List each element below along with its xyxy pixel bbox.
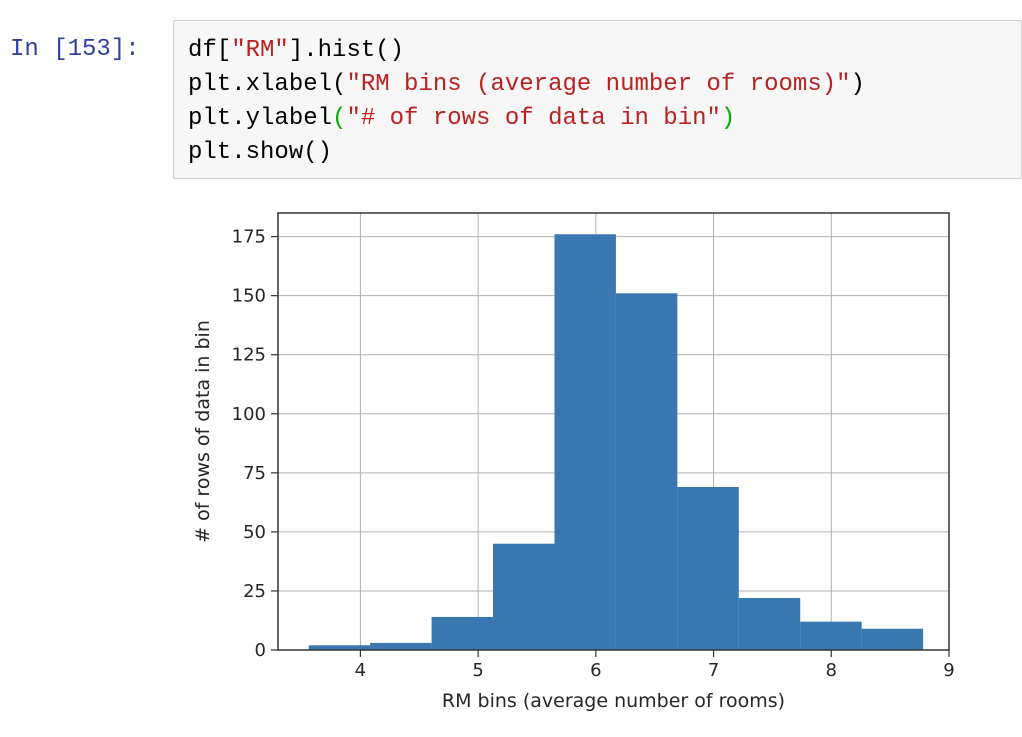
code-bracket: ( [332,105,347,132]
cell-output: 4 5 6 7 8 9 0 25 50 75 100 125 150 175 RM bins (avera… [173,195,1022,732]
code-string: "# of rows of data in bin" [346,105,721,132]
x-tick-label: 5 [472,660,483,681]
x-tick-label: 7 [708,660,719,681]
x-tick-label: 8 [826,660,837,681]
code-token: ].hist() [288,37,405,64]
code-token: ) [850,71,865,98]
axes-frame [277,212,950,651]
y-tick-label: 25 [243,581,266,602]
histogram-bar [493,543,555,650]
y-tick-label: 50 [243,522,266,543]
y-tick-label: 75 [243,463,266,484]
cell-prompt: In [153]: [10,36,140,63]
y-tick-label: 125 [232,345,266,366]
code-bracket: ) [720,105,736,132]
histogram-bar [615,293,678,650]
histogram-bar [431,616,494,650]
x-tick-label: 6 [590,660,601,681]
x-tick-label: 9 [943,660,954,681]
histogram-bar [370,642,432,650]
histogram-bar [677,487,739,650]
bars [308,234,924,650]
ticks: 4 5 6 7 8 9 0 25 50 75 100 125 150 175 [232,227,955,681]
x-axis-label: RM bins (average number of rooms) [442,690,785,712]
code-cell-editor[interactable]: df["RM"].hist() plt.xlabel("RM bins (ave… [173,20,1022,179]
histogram-chart: 4 5 6 7 8 9 0 25 50 75 100 125 150 175 RM bins (avera… [192,212,955,712]
code-line[interactable]: df["RM"].hist() [188,37,404,64]
code-token: plt.ylabel [188,105,333,132]
y-tick-label: 100 [232,404,266,425]
histogram-bar [554,234,616,650]
y-axis-label: # of rows of data in bin [192,320,214,543]
x-tick-label: 4 [355,660,366,681]
histogram-bar [738,598,801,650]
histogram-bar [800,621,862,650]
y-tick-label: 0 [255,640,266,661]
code-token: df[ [188,37,232,64]
histogram-bar [861,628,924,650]
histogram-bar [308,645,371,650]
code-string: "RM" [231,37,289,64]
code-line[interactable]: plt.xlabel("RM bins (average number of r… [188,71,865,98]
code-string: "RM bins (average number of rooms)" [346,71,851,98]
code-token: plt.xlabel( [188,71,347,98]
y-tick-label: 175 [232,227,266,248]
code-line[interactable]: plt.ylabel("# of rows of data in bin") [188,105,735,132]
code-line[interactable]: plt.show() [188,139,332,166]
code-token: plt.show() [188,139,333,166]
y-tick-label: 150 [232,286,266,307]
